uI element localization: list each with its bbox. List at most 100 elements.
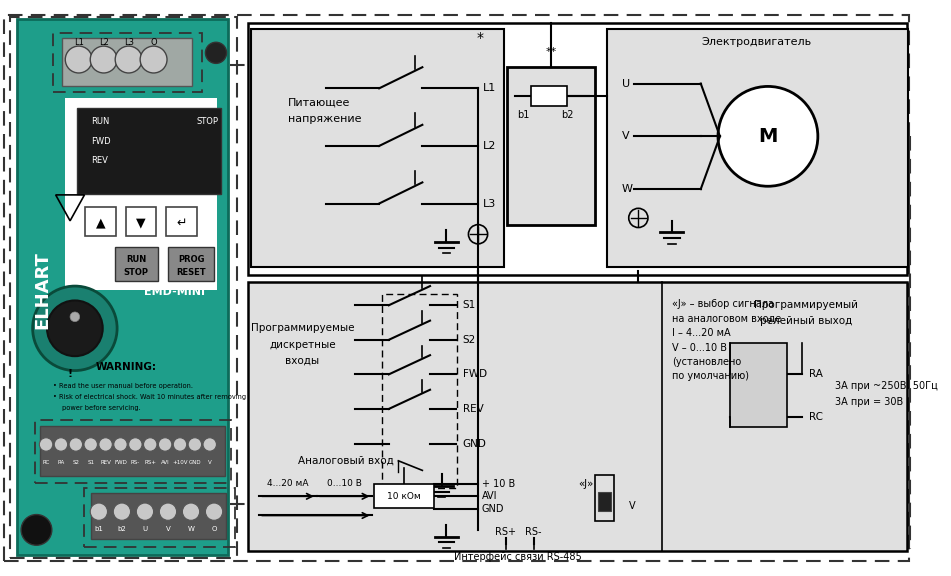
Bar: [66, 98, 217, 290]
Text: на аналоговом входе: на аналоговом входе: [672, 314, 781, 324]
Circle shape: [718, 86, 818, 186]
Text: REV: REV: [100, 460, 111, 465]
Circle shape: [203, 438, 217, 451]
Text: !: !: [68, 369, 72, 380]
Text: RUN: RUN: [91, 118, 109, 127]
Circle shape: [84, 438, 97, 451]
Bar: [531, 86, 568, 105]
Text: W: W: [187, 526, 194, 532]
Circle shape: [205, 503, 223, 520]
Text: FWD: FWD: [463, 369, 487, 380]
Text: b2: b2: [118, 526, 126, 532]
Text: V: V: [165, 526, 170, 532]
Bar: [595, 475, 614, 521]
Text: • Risk of electrical shock. Wait 10 minutes after removing: • Risk of electrical shock. Wait 10 minu…: [53, 395, 246, 400]
Text: «J» – выбор сигнала: «J» – выбор сигнала: [672, 300, 774, 309]
Circle shape: [159, 438, 172, 451]
Text: дискретные: дискретные: [269, 340, 336, 350]
Text: Интерфейс связи RS-485: Интерфейс связи RS-485: [455, 552, 582, 562]
Text: • Read the user manual before operation.: • Read the user manual before operation.: [53, 383, 193, 389]
Bar: [507, 67, 595, 225]
Circle shape: [90, 46, 117, 73]
Text: FWD: FWD: [91, 137, 111, 146]
Bar: [10, 17, 237, 558]
Text: S2: S2: [463, 335, 476, 345]
Text: L2: L2: [99, 38, 108, 47]
Circle shape: [70, 312, 80, 321]
Circle shape: [140, 46, 167, 73]
Bar: [598, 491, 611, 511]
Circle shape: [90, 503, 107, 520]
Text: RA: RA: [809, 369, 823, 380]
Circle shape: [188, 438, 202, 451]
Bar: [53, 33, 202, 92]
Text: (установлено: (установлено: [672, 357, 741, 367]
Text: RUN: RUN: [126, 255, 146, 264]
Bar: [17, 19, 228, 555]
Circle shape: [54, 438, 68, 451]
Text: L2: L2: [483, 141, 496, 151]
Circle shape: [66, 46, 92, 73]
Text: b2: b2: [561, 110, 573, 120]
Text: GND: GND: [482, 504, 504, 514]
Text: 0...10 В: 0...10 В: [327, 479, 362, 488]
Text: STOP: STOP: [197, 118, 219, 127]
Text: 3А при ~250В, 50Гц: 3А при ~250В, 50Гц: [835, 381, 938, 391]
Text: PROG: PROG: [178, 255, 204, 264]
Text: Аналоговый вход: Аналоговый вход: [298, 456, 394, 466]
Bar: [91, 494, 225, 540]
Bar: [166, 207, 197, 236]
Text: I – 4...20 мА: I – 4...20 мА: [672, 328, 730, 338]
Text: релейный выход: релейный выход: [760, 316, 852, 325]
Bar: [247, 23, 907, 275]
Text: L1: L1: [483, 84, 496, 93]
Text: Питающее: Питающее: [288, 98, 350, 108]
Text: +10V: +10V: [172, 460, 187, 465]
Text: + 10 В: + 10 В: [482, 479, 515, 489]
Circle shape: [183, 503, 200, 520]
Text: FWD: FWD: [114, 460, 126, 465]
Text: по умолчанию): по умолчанию): [672, 372, 749, 381]
Bar: [63, 39, 192, 86]
Text: W: W: [622, 184, 633, 194]
Circle shape: [32, 286, 117, 370]
Text: **: **: [545, 47, 556, 57]
Text: V: V: [629, 501, 635, 511]
Text: O: O: [150, 38, 157, 47]
Circle shape: [128, 438, 142, 451]
Text: 4...20 мА: 4...20 мА: [267, 479, 309, 488]
Text: *: *: [476, 32, 483, 46]
Text: REV: REV: [91, 156, 108, 165]
Circle shape: [39, 438, 53, 451]
Text: GND: GND: [188, 460, 202, 465]
Text: STOP: STOP: [124, 268, 148, 277]
Text: «J»: «J»: [578, 479, 593, 489]
Text: AVI: AVI: [161, 460, 169, 465]
Bar: [375, 484, 434, 508]
Text: REV: REV: [463, 404, 483, 414]
Bar: [247, 282, 907, 551]
Text: M: M: [758, 127, 778, 146]
Text: L3: L3: [483, 199, 496, 209]
Text: L1: L1: [74, 38, 84, 47]
Text: V: V: [622, 131, 630, 141]
Text: ↵: ↵: [176, 216, 186, 229]
Circle shape: [47, 301, 103, 356]
Text: RA: RA: [57, 460, 65, 465]
Text: 3А при = 30В: 3А при = 30В: [835, 397, 903, 407]
Text: ELHART: ELHART: [33, 251, 51, 329]
Circle shape: [144, 438, 157, 451]
Text: b1: b1: [517, 110, 530, 120]
Bar: [85, 488, 235, 547]
Circle shape: [69, 438, 83, 451]
Text: RS+: RS+: [495, 527, 516, 537]
Bar: [34, 420, 231, 483]
Text: AVI: AVI: [482, 491, 497, 501]
Text: RESET: RESET: [176, 268, 205, 277]
Text: RS-: RS-: [130, 460, 140, 465]
Bar: [607, 29, 908, 267]
Text: Электродвигатель: Электродвигатель: [701, 37, 811, 47]
Circle shape: [21, 514, 52, 545]
Bar: [382, 294, 456, 488]
Text: WARNING:: WARNING:: [96, 362, 157, 372]
